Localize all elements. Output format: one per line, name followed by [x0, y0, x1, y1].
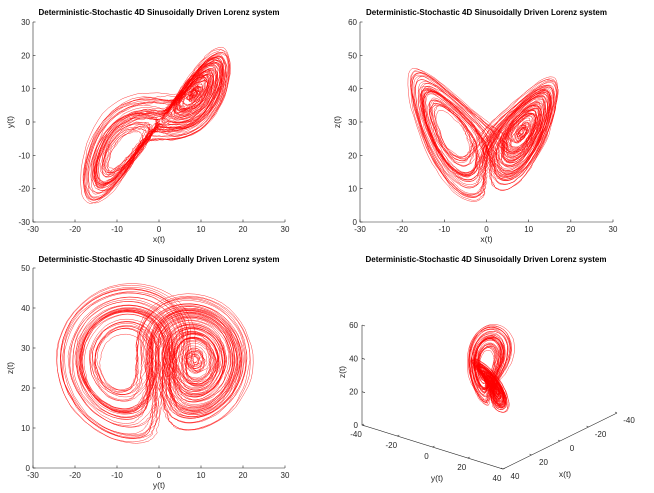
chart-title: Deterministic-Stochastic 4D Sinusoidally… [366, 8, 607, 17]
y-tick-mark [432, 445, 435, 448]
x-tick-mark [500, 467, 504, 470]
x-tick-label: 20 [239, 471, 248, 480]
x-tick-label: 20 [566, 225, 575, 234]
trajectory-line [56, 283, 254, 444]
y-tick-label: 20 [21, 51, 30, 60]
subplot-3: -30 -20 -10 0 10 20 30 0 10 20 30 40 50 y(t) z(t) Deter… [5, 255, 290, 490]
y-tick-label: -40 [350, 430, 362, 439]
y-axis-label: y(t) [5, 116, 15, 128]
y-tick-mark [467, 456, 470, 459]
axes-lines [359, 22, 613, 223]
z-tick-label: 60 [349, 321, 358, 330]
y-tick-label: 0 [26, 118, 31, 127]
x-tick-label: -20 [396, 225, 408, 234]
y-tick-mark [502, 467, 506, 470]
trajectory-line [80, 46, 231, 204]
x-tick-label: -10 [111, 225, 123, 234]
y-tick-label: -20 [18, 185, 30, 194]
z-tick-mark [361, 424, 366, 427]
x-tick-label: -40 [623, 416, 635, 425]
x-tick-label: 10 [524, 225, 533, 234]
chart-title: Deterministic-Stochastic 4D Sinusoidally… [39, 255, 280, 264]
subplot-4: 0 20 40 60 -40 -20 0 20 40 -40 -20 0 20 40 y(t) x(t) z(t… [337, 255, 635, 483]
y-tick-label: 20 [457, 463, 466, 472]
x-tick-label: 40 [511, 472, 520, 481]
x-tick-label: -30 [27, 471, 39, 480]
trajectory-line [467, 324, 515, 413]
y-tick-label: 10 [348, 185, 357, 194]
chart-title: Deterministic-Stochastic 4D Sinusoidally… [39, 8, 280, 17]
y-tick-label: 20 [348, 151, 357, 160]
y-tick-label: 40 [493, 474, 502, 483]
y-axis-label: z(t) [332, 116, 342, 128]
y-tick-label: 10 [21, 85, 30, 94]
x-axis-label: x(t) [480, 234, 492, 244]
subplot-1: -30 -20 -10 0 10 20 30 -30 -20 -10 0 10 20 30 x(t) y(t)… [5, 8, 290, 244]
y-tick-mark [397, 434, 400, 437]
x-tick-mark [529, 453, 532, 456]
x-tick-label: -10 [111, 471, 123, 480]
y-tick-label: 30 [21, 344, 30, 353]
z-tick-mark [361, 358, 366, 360]
y-tick-label: 0 [353, 218, 358, 227]
y-tick-label: -30 [18, 218, 30, 227]
trajectory-line [407, 67, 559, 202]
chart-title: Deterministic-Stochastic 4D Sinusoidally… [366, 255, 607, 264]
x-tick-label: -30 [27, 225, 39, 234]
y-tick-label: 40 [21, 304, 30, 313]
x-tick-label: 0 [570, 444, 575, 453]
x-tick-label: 30 [281, 471, 290, 480]
x-axis-label: x(t) [153, 234, 165, 244]
x-tick-label: 30 [609, 225, 618, 234]
y-tick-label: 50 [21, 264, 30, 273]
x-tick-label: 10 [197, 225, 206, 234]
z-tick-label: 40 [349, 354, 358, 363]
y-tick-label: 30 [348, 118, 357, 127]
x-tick-mark [586, 425, 589, 428]
z-tick-label: 0 [354, 421, 359, 430]
x-tick-label: 0 [157, 471, 162, 480]
y-tick-label: 60 [348, 18, 357, 27]
y-tick-label: 30 [21, 18, 30, 27]
subplot-2: -30 -20 -10 0 10 20 30 0 10 20 30 40 50 60 x(t) z(t) Det… [332, 8, 618, 244]
y-tick-mark [361, 423, 365, 426]
y-tick-label: 50 [348, 51, 357, 60]
z-axis-label: z(t) [337, 366, 347, 378]
x-tick-mark [614, 411, 618, 414]
x-tick-label: 10 [197, 471, 206, 480]
x-tick-label: -20 [69, 225, 81, 234]
x-tick-label: -20 [69, 471, 81, 480]
x-axis-label: y(t) [153, 480, 165, 490]
x-tick-label: 20 [239, 225, 248, 234]
x-tick-label: -10 [439, 225, 451, 234]
y-tick-label: 10 [21, 424, 30, 433]
x-tick-label: -20 [595, 430, 607, 439]
y-tick-label: -10 [18, 151, 30, 160]
y-axis-label: z(t) [5, 362, 15, 374]
x-tick-label: 0 [157, 225, 162, 234]
x-tick-label: 0 [484, 225, 489, 234]
z-tick-label: 20 [349, 388, 358, 397]
y-tick-label: 0 [26, 464, 31, 473]
y-tick-label: 0 [424, 452, 429, 461]
x-tick-label: -30 [354, 225, 366, 234]
y-axis-label: y(t) [431, 473, 443, 483]
x-tick-label: 30 [281, 225, 290, 234]
z-tick-mark [361, 391, 366, 393]
z-tick-mark [361, 324, 366, 327]
x-tick-label: 20 [539, 458, 548, 467]
y-tick-label: 40 [348, 85, 357, 94]
y-tick-label: -20 [385, 441, 397, 450]
y-tick-label: 20 [21, 384, 30, 393]
x-tick-mark [557, 439, 561, 442]
x-axis-label: x(t) [559, 469, 571, 479]
